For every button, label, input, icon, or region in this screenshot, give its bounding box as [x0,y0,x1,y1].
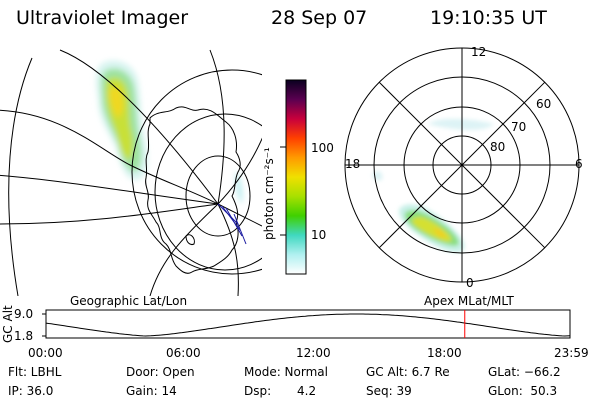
mlt-label-right: 6 [575,157,583,171]
time-tick-0600: 06:00 [166,346,201,360]
gc-alt-info: GC Alt: 6.7 Re [366,365,450,379]
dsp-label: Dsp: [244,384,272,398]
door-info: Door: Open [126,365,195,379]
gc-alt-axis-label: GC Alt [1,305,15,343]
seq-info: Seq: 39 [366,384,412,398]
colorbar-tick-10: 10 [311,228,327,242]
time-tick-1200: 12:00 [296,346,331,360]
filter-info: Flt: LBHL [8,365,62,379]
dsp-value: 4.2 [297,384,317,398]
mode-info: Mode: Normal [244,365,328,379]
geographic-caption: Geographic Lat/Lon [70,294,188,308]
sun-direction-lines [217,203,247,245]
apex-caption: Apex MLat/MLT [424,294,514,308]
aurora-emission-polar [372,118,494,253]
polar-grid [344,47,580,283]
alt-tick-low: 1.8 [14,329,34,343]
colorbar [280,79,307,275]
mlat-label-60: 60 [536,97,552,111]
glat-info: GLat: −66.2 [488,365,561,379]
instrument-title: Ultraviolet Imager [16,7,189,29]
alt-tick-high: 9.0 [14,307,34,321]
gain-info: Gain: 14 [126,384,177,398]
lat-lon-graticule [0,49,262,296]
orbit-altitude-plot [42,309,571,339]
time-tick-2359: 23:59 [554,346,589,360]
date-label: 28 Sep 07 [271,7,368,29]
colorbar-unit-label: photon cm⁻²s⁻¹ [262,147,276,240]
mlt-label-top: 12 [471,45,487,59]
time-label: 19:10:35 UT [430,7,547,29]
time-tick-1800: 18:00 [427,346,462,360]
mlt-label-bottom: 0 [466,276,474,290]
antarctica-coastline [145,106,241,274]
glon-info: GLon: 50.3 [488,384,558,398]
ip-info: IP: 36.0 [8,384,54,398]
colorbar-tick-100: 100 [311,141,334,155]
polar-plot [344,47,580,283]
mlat-label-70: 70 [511,120,527,134]
mlt-label-left: 18 [345,157,361,171]
time-tick-0000: 00:00 [28,346,63,360]
mlat-label-80: 80 [490,140,506,154]
